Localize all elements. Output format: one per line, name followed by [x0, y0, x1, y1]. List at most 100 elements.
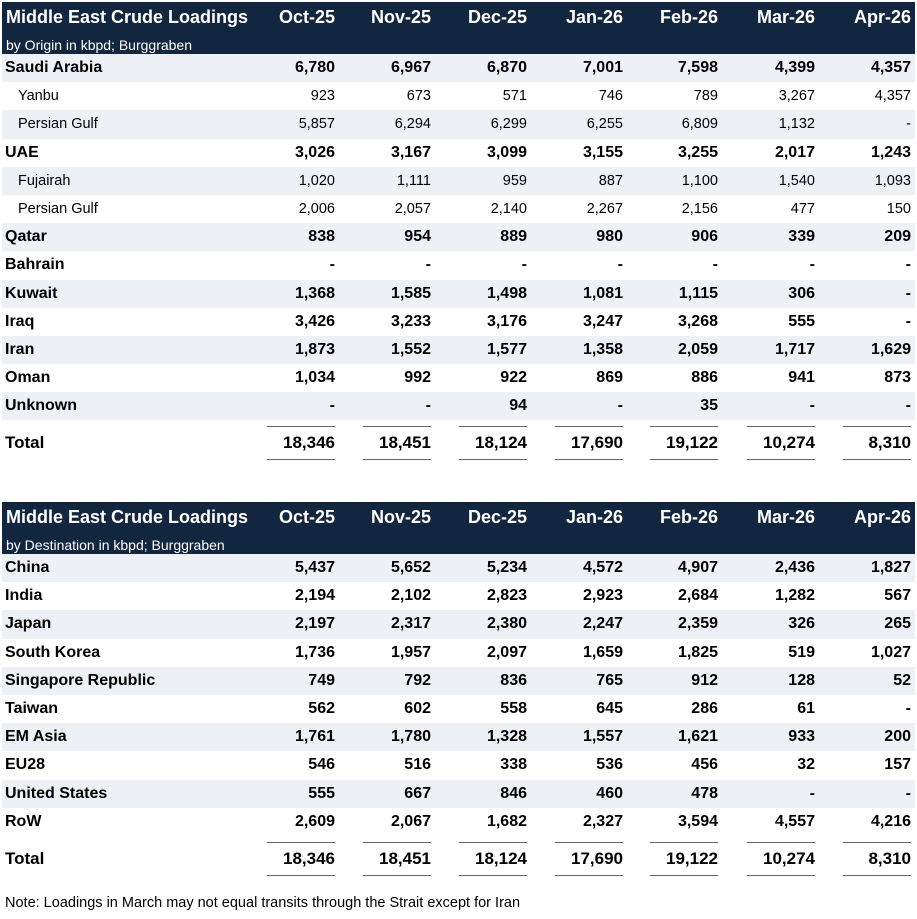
row-label: Oman: [5, 369, 51, 387]
table-row: RoW 2,609 2,067 1,682 2,327 3,594 4,557 4,216: [2, 808, 915, 836]
total-bottom-rule: [843, 459, 911, 461]
table-row: Taiwan 562 602 558 645 286 61 -: [2, 695, 915, 723]
row-value: 1,111: [396, 172, 431, 189]
total-label: Total: [5, 433, 45, 453]
row-value: 3,026: [294, 143, 335, 161]
row-value: 2,057: [394, 200, 431, 217]
total-top-rule: [843, 426, 911, 428]
total-value: 8,310: [868, 848, 911, 868]
row-value: 1,552: [390, 340, 431, 358]
table-row: Kuwait 1,368 1,585 1,498 1,081 1,115 306 -: [2, 279, 915, 308]
row-value: 3,155: [582, 143, 623, 161]
row-value: 3,099: [486, 143, 527, 161]
row-value: 873: [884, 369, 911, 387]
row-value: 838: [308, 228, 335, 246]
row-value: -: [425, 397, 431, 415]
row-value: 1,659: [582, 643, 623, 661]
row-label: South Korea: [5, 643, 101, 661]
table-header: Middle East Crude Loadings by Destination…: [2, 502, 915, 554]
row-value: 477: [790, 200, 815, 217]
total-value: 18,451: [379, 848, 431, 868]
table-row: Oman 1,034 992 922 869 886 941 873: [2, 364, 915, 392]
table-title: Middle East Crude Loadings: [6, 7, 249, 27]
row-value: -: [521, 256, 527, 274]
row-value: 749: [308, 671, 335, 689]
row-value: 265: [884, 615, 911, 633]
row-value: -: [905, 397, 911, 415]
total-value: 18,451: [379, 433, 431, 453]
row-label: EM Asia: [5, 728, 67, 746]
row-label: Taiwan: [5, 699, 59, 717]
table-row: UAE 3,026 3,167 3,099 3,155 3,255 2,017 1,243: [2, 139, 915, 167]
column-header: Nov-25: [370, 507, 431, 527]
row-value: 959: [502, 172, 527, 189]
total-value: 19,122: [666, 848, 718, 868]
row-value: 1,132: [778, 116, 815, 133]
table-row: EU28 546 516 338 536 456 32 157: [2, 751, 915, 779]
row-value: 1,034: [294, 369, 335, 387]
row-value: 536: [596, 756, 623, 774]
row-value: 912: [691, 671, 718, 689]
row-value: 4,557: [774, 812, 815, 830]
origin-table: Middle East Crude Loadings by Origin in k…: [2, 2, 915, 461]
total-top-rule: [363, 426, 431, 428]
row-value: 1,020: [298, 172, 335, 189]
row-label: Unknown: [5, 397, 77, 415]
row-value: -: [905, 784, 911, 802]
row-value: 1,557: [582, 728, 623, 746]
table-header: Middle East Crude Loadings by Origin in k…: [2, 2, 915, 54]
row-value: 2,017: [774, 143, 815, 161]
table-row: Persian Gulf 5,857 6,294 6,299 6,255 6,809 1,1…: [2, 110, 915, 139]
total-bottom-rule: [650, 874, 718, 876]
row-value: 7,598: [677, 59, 718, 76]
row-value: 765: [596, 671, 623, 689]
row-value: 128: [788, 671, 815, 689]
table-row: Yanbu 923 673 571 746 789 3,267 4,357: [2, 82, 915, 110]
row-value: 2,194: [294, 587, 335, 605]
total-top-rule: [747, 426, 815, 428]
table-row: South Korea 1,736 1,957 2,097 1,659 1,825 519 1…: [2, 639, 915, 667]
row-value: -: [905, 699, 911, 717]
row-value: 645: [596, 699, 623, 717]
row-value: 4,907: [677, 559, 718, 576]
row-value: 836: [500, 671, 527, 689]
row-value: 2,380: [486, 615, 527, 633]
row-value: 3,594: [677, 812, 718, 830]
column-header: Jan-26: [565, 7, 623, 27]
row-value: 1,825: [677, 643, 718, 661]
row-value: 1,957: [390, 643, 431, 661]
footnote: Note: Loadings in March may not equal tr…: [5, 895, 521, 911]
row-value: 2,267: [586, 200, 623, 217]
row-value: 286: [691, 699, 718, 717]
total-row: Total 18,346 18,451 18,124 17,690 19,122 10,27…: [2, 841, 915, 876]
row-value: 5,857: [298, 116, 335, 133]
total-bottom-rule: [459, 874, 527, 876]
row-value: 516: [404, 756, 431, 774]
row-value: 1,368: [294, 284, 335, 302]
row-value: 6,299: [490, 116, 527, 133]
row-value: 326: [788, 615, 815, 633]
row-value: 338: [500, 756, 527, 774]
table-row: Persian Gulf 2,006 2,057 2,140 2,267 2,156 477…: [2, 195, 915, 223]
total-value: 8,310: [868, 433, 911, 453]
row-value: -: [617, 397, 623, 415]
row-value: 6,294: [394, 116, 431, 133]
row-label: Japan: [5, 615, 52, 633]
row-label: Iraq: [5, 312, 35, 330]
row-value: 1,243: [870, 143, 911, 161]
table-row: Japan 2,197 2,317 2,380 2,247 2,359 326 265: [2, 610, 915, 639]
row-value: 887: [598, 172, 623, 189]
table-title: Middle East Crude Loadings: [6, 507, 249, 527]
row-value: 3,268: [677, 312, 718, 330]
total-value: 19,122: [666, 433, 718, 453]
row-value: 2,823: [486, 587, 527, 605]
row-value: 5,234: [486, 559, 527, 576]
total-value: 17,690: [571, 433, 623, 453]
total-value: 18,346: [283, 848, 335, 868]
table-row: Bahrain - - - - - - -: [2, 251, 915, 279]
total-bottom-rule: [363, 874, 431, 876]
row-value: 906: [691, 228, 718, 246]
row-value: 460: [596, 784, 623, 802]
row-value: 1,115: [678, 284, 718, 302]
row-value: 306: [788, 284, 815, 302]
